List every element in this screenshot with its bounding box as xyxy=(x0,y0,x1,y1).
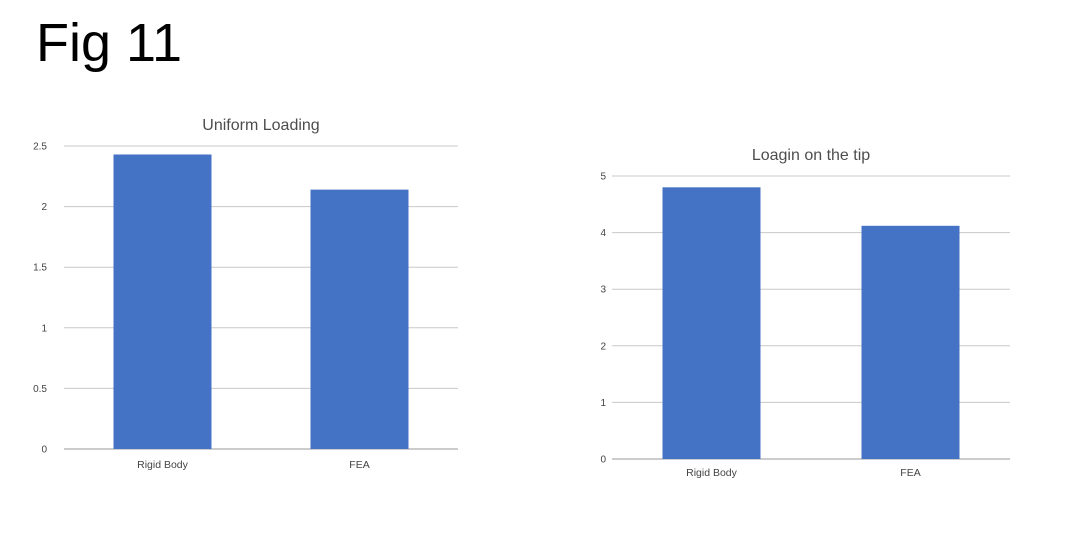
figure-title: Fig 11 xyxy=(36,13,183,73)
y-tick-label: 1.5 xyxy=(33,263,47,274)
bar-fea xyxy=(310,189,409,449)
y-tick-label: 4 xyxy=(600,228,606,239)
y-tick-label: 0 xyxy=(600,455,606,466)
chart-title: Uniform Loading xyxy=(202,117,319,134)
bar-rigid-body xyxy=(113,154,212,449)
y-tick-label: 2.5 xyxy=(33,142,47,153)
y-tick-label: 0.5 xyxy=(33,384,47,395)
y-tick-label: 1 xyxy=(41,323,47,334)
y-tick-label: 2 xyxy=(600,341,606,352)
chart-title: Loagin on the tip xyxy=(752,147,870,164)
x-category-label: Rigid Body xyxy=(137,459,189,471)
y-tick-label: 3 xyxy=(600,285,606,296)
x-category-label: FEA xyxy=(900,467,920,479)
bar-rigid-body xyxy=(662,187,761,459)
bar-fea xyxy=(861,225,960,459)
y-tick-label: 5 xyxy=(600,172,606,183)
x-category-label: Rigid Body xyxy=(686,467,738,479)
chart-uniform-loading: Uniform Loading 0 0.5 1 1.5 2 2.5 Rigid Body FEA xyxy=(33,117,458,471)
chart-loading-on-tip: Loagin on the tip 0 1 2 3 4 5 Rigid Body FEA xyxy=(600,147,1010,479)
y-tick-label: 1 xyxy=(600,398,606,409)
y-tick-label: 2 xyxy=(41,202,47,213)
y-tick-label: 0 xyxy=(41,445,47,456)
x-category-label: FEA xyxy=(349,459,369,471)
